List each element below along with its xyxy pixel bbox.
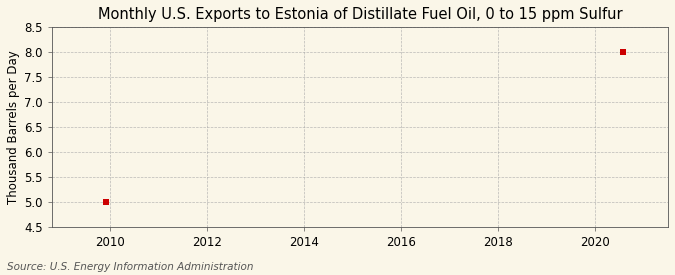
Title: Monthly U.S. Exports to Estonia of Distillate Fuel Oil, 0 to 15 ppm Sulfur: Monthly U.S. Exports to Estonia of Disti… (98, 7, 622, 22)
Y-axis label: Thousand Barrels per Day: Thousand Barrels per Day (7, 50, 20, 204)
Point (618, 50, 629, 54)
Point (101, 200, 111, 204)
Text: Source: U.S. Energy Information Administration: Source: U.S. Energy Information Administ… (7, 262, 253, 272)
